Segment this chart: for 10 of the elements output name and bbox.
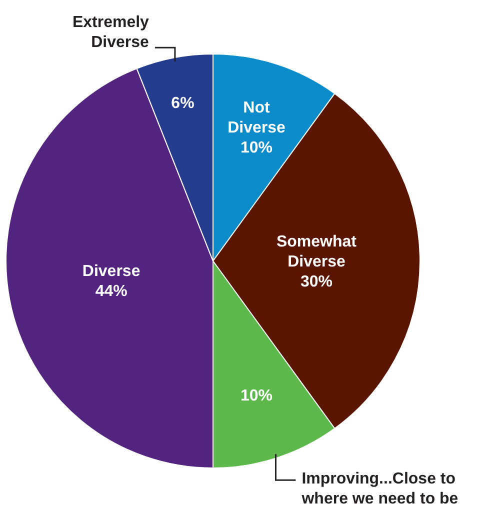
data-label: 10%	[240, 387, 273, 404]
data-label: 44%	[95, 282, 128, 300]
data-label: 10%	[240, 140, 273, 157]
data-label: 6%	[171, 95, 194, 112]
slice-label: Somewhat Diverse	[276, 234, 358, 271]
data-label: 30%	[300, 274, 333, 291]
slice-label: Diverse	[82, 262, 140, 280]
slice-label: Not Diverse	[228, 100, 286, 137]
slice-label: Improving...Close to where we need to be	[300, 470, 458, 508]
slice-label: Extremely Diverse	[72, 14, 150, 52]
